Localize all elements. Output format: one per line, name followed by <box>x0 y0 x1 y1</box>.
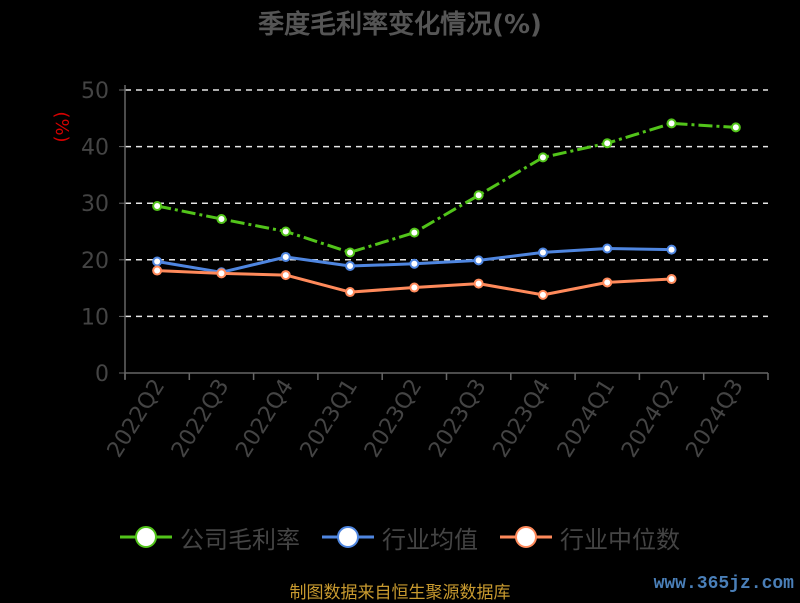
x-axis-ticks: 2022Q22022Q32022Q42023Q12023Q22023Q32023… <box>103 373 769 462</box>
grid-lines <box>125 89 768 318</box>
industry-median-point <box>152 265 163 276</box>
legend-item-company-gross-margin[interactable]: 公司毛利率 <box>120 520 300 555</box>
y-axis-ticks: 0 10 20 30 40 50 <box>81 79 125 387</box>
industry-average-point <box>473 255 484 266</box>
legend-item-industry-average[interactable]: 行业均值 <box>322 520 478 555</box>
y-axis-unit: (%) <box>51 111 73 143</box>
legend-item-industry-median[interactable]: 行业中位数 <box>500 520 680 555</box>
y-tick-label: 10 <box>81 305 109 330</box>
legend-swatch <box>322 526 374 548</box>
y-tick-label: 20 <box>81 249 109 274</box>
industry-median-point <box>537 289 548 300</box>
industry-average-point <box>666 244 677 255</box>
company-gross-margin-point <box>345 247 356 258</box>
y-tick-label: 50 <box>81 79 109 104</box>
data-source-note: 制图数据来自恒生聚源数据库 <box>289 583 511 603</box>
industry-median-point <box>602 277 613 288</box>
company-gross-margin-point <box>216 214 227 225</box>
x-tick-label: 2023Q3 <box>424 375 491 462</box>
x-tick-label: 2022Q4 <box>231 375 298 462</box>
company-gross-margin-point <box>473 190 484 201</box>
industry-median-point <box>345 287 356 298</box>
x-tick-label: 2024Q2 <box>617 375 684 462</box>
site-watermark: www.365jz.com <box>653 574 794 594</box>
industry-average-point <box>537 247 548 258</box>
legend-swatch <box>120 526 172 548</box>
industry-median-point <box>409 282 420 293</box>
y-tick-label: 30 <box>81 192 109 217</box>
axes <box>124 85 768 379</box>
x-tick-label: 2023Q1 <box>296 375 363 462</box>
company-gross-margin-point <box>409 227 420 238</box>
industry-median-point <box>280 270 291 281</box>
legend-label: 公司毛利率 <box>180 525 300 554</box>
company-gross-margin-line <box>156 121 736 254</box>
chart-title: 季度毛利率变化情况(%) <box>258 10 542 40</box>
x-tick-label: 2024Q3 <box>681 375 748 462</box>
legend: 公司毛利率 行业均值 行业中位数 <box>0 520 800 554</box>
x-tick-label: 2024Q1 <box>553 375 620 462</box>
industry-average-point <box>152 256 163 267</box>
x-tick-label: 2022Q3 <box>167 375 234 462</box>
industry-median-point <box>473 278 484 289</box>
legend-label: 行业中位数 <box>560 525 680 554</box>
y-tick-label: 40 <box>81 136 109 161</box>
y-tick-label: 0 <box>95 362 109 387</box>
company-gross-margin-point <box>730 122 741 133</box>
x-tick-label: 2023Q4 <box>489 375 556 462</box>
company-gross-margin-point <box>666 118 677 129</box>
industry-average-point <box>602 243 613 254</box>
industry-median-point <box>216 268 227 279</box>
x-tick-label: 2022Q2 <box>103 375 170 462</box>
company-gross-margin-point <box>152 201 163 212</box>
series-layer <box>152 118 741 300</box>
x-tick-label: 2023Q2 <box>360 375 427 462</box>
industry-average-point <box>409 258 420 269</box>
industry-average-point <box>345 261 356 272</box>
legend-swatch <box>500 526 552 548</box>
legend-label: 行业均值 <box>382 525 478 554</box>
company-gross-margin-point <box>280 226 291 237</box>
industry-average-point <box>280 251 291 262</box>
industry-median-point <box>666 274 677 285</box>
company-gross-margin-point <box>602 138 613 149</box>
company-gross-margin-point <box>537 152 548 163</box>
